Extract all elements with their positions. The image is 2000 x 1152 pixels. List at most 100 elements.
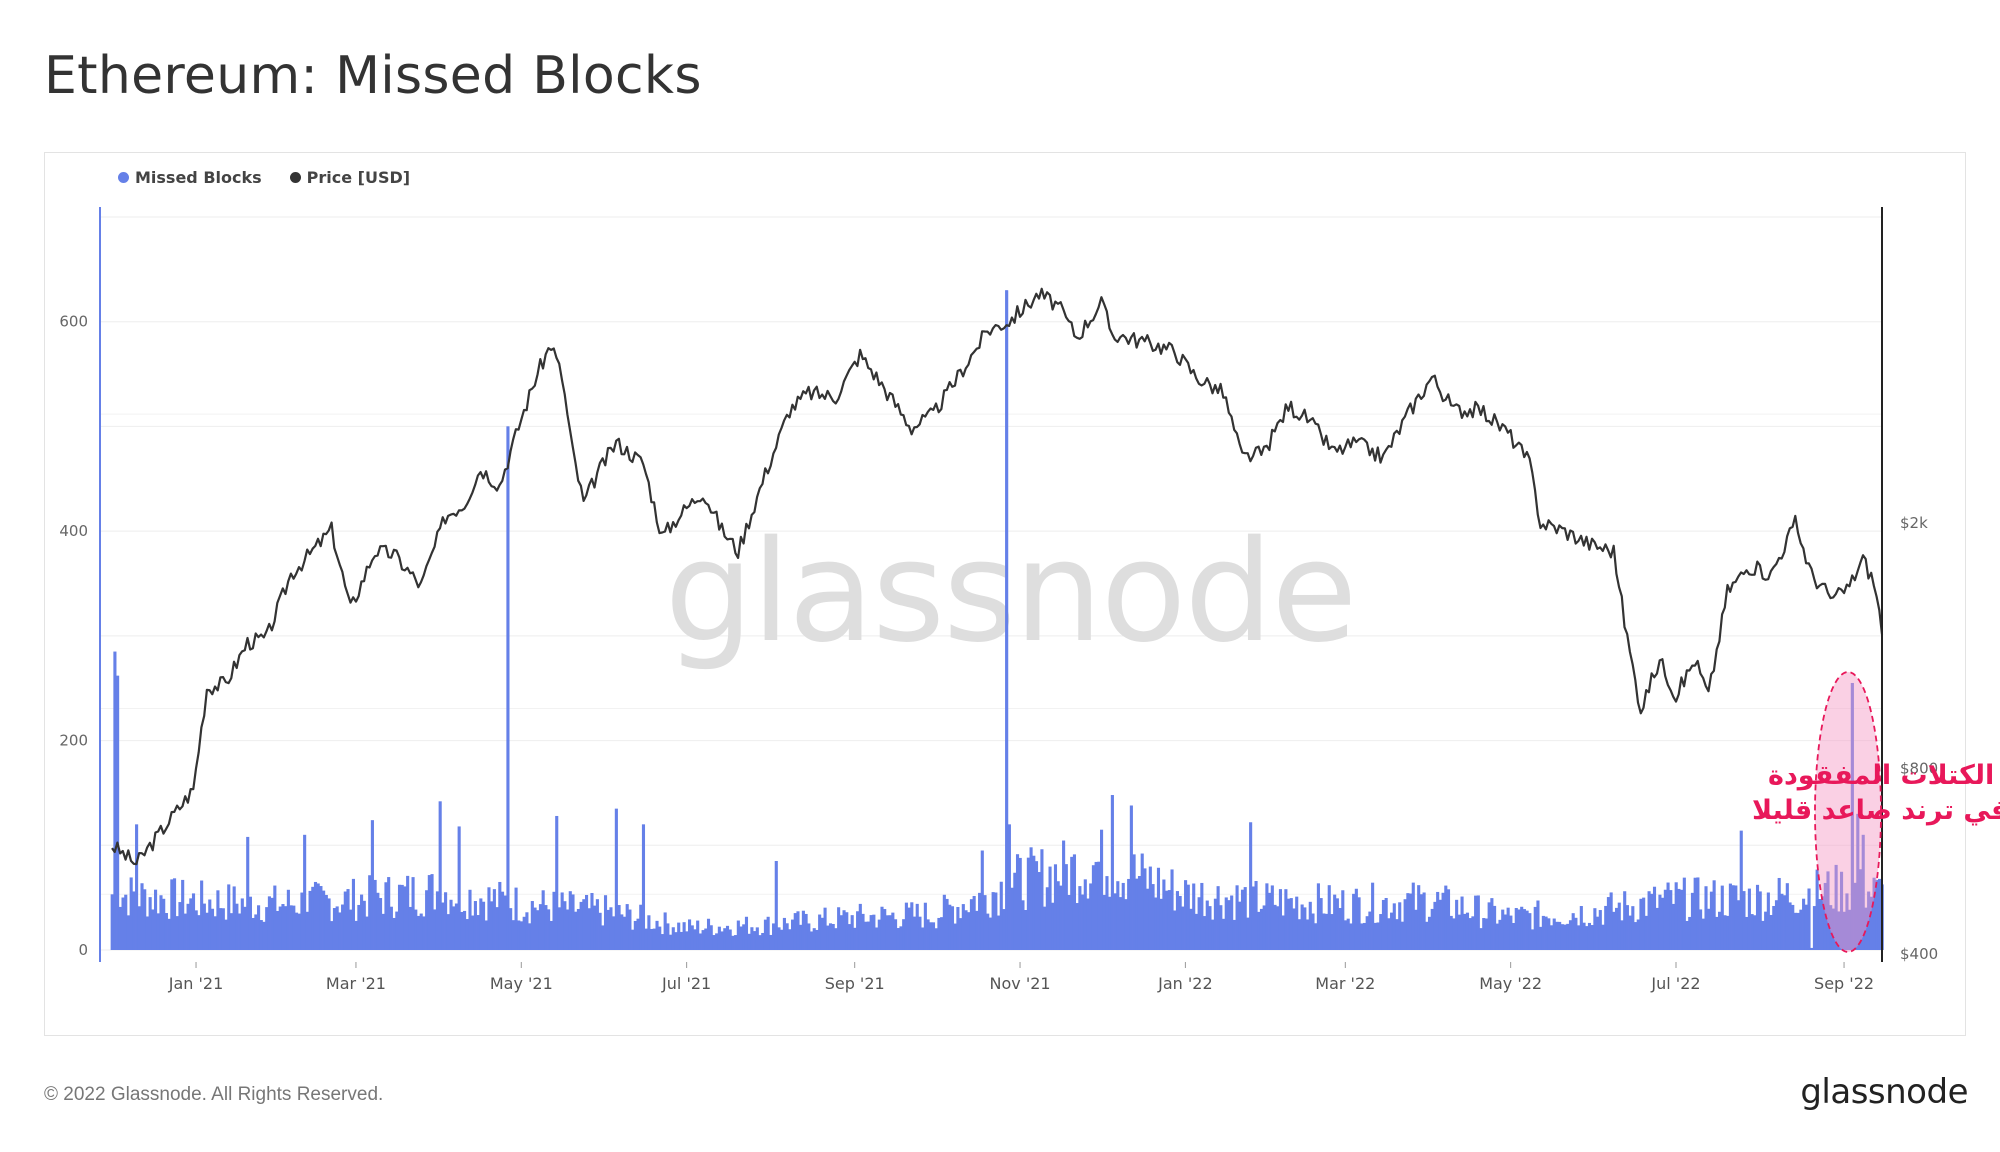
missed-block-bar	[509, 908, 513, 950]
missed-block-bar	[1406, 893, 1410, 950]
missed-block-bar	[481, 901, 486, 950]
missed-block-bar	[926, 919, 930, 950]
missed-block-bar	[774, 860, 778, 950]
missed-block-bar	[1541, 915, 1545, 950]
missed-block-bar	[655, 920, 659, 950]
legend-item-missed-blocks[interactable]: Missed Blocks	[118, 168, 262, 187]
missed-block-bar	[1633, 922, 1638, 950]
missed-block-bar	[1810, 947, 1814, 950]
missed-block-bar	[479, 898, 483, 950]
missed-block-bar	[1853, 882, 1857, 950]
missed-block-bar	[560, 892, 564, 950]
missed-block-bar	[400, 884, 404, 950]
missed-block-bar	[1663, 889, 1667, 950]
missed-block-bar	[1568, 920, 1573, 950]
missed-block-bar	[1839, 871, 1844, 950]
missed-block-bar	[1167, 890, 1171, 950]
missed-block-bar	[191, 893, 196, 950]
missed-block-bar	[1148, 866, 1152, 950]
missed-block-bar	[362, 900, 366, 950]
missed-block-bar	[1216, 886, 1220, 950]
missed-block-bar	[1783, 895, 1787, 950]
missed-block-bar	[801, 910, 805, 950]
missed-block-bar	[891, 912, 895, 950]
missed-block-bar	[961, 904, 965, 950]
missed-block-bar	[1327, 885, 1331, 950]
missed-block-bar	[1002, 909, 1006, 950]
missed-block-bar	[1742, 891, 1746, 950]
missed-block-bar	[406, 875, 410, 950]
missed-block-bar	[1549, 925, 1554, 950]
missed-block-bar	[202, 903, 206, 950]
missed-block-bar	[902, 919, 906, 950]
missed-block-bar	[1707, 908, 1711, 950]
missed-block-bar	[1867, 891, 1871, 950]
missed-block-bar	[945, 898, 949, 950]
glassnode-logo[interactable]: glassnode	[1800, 1072, 1968, 1112]
missed-block-bar	[441, 902, 445, 950]
missed-block-bar	[1422, 892, 1426, 950]
missed-block-bar	[1257, 911, 1261, 950]
missed-block-bar	[1680, 889, 1684, 950]
missed-block-bar	[1804, 904, 1808, 950]
missed-block-bar	[875, 927, 879, 950]
missed-block-bar	[129, 877, 133, 950]
missed-block-bar	[1509, 915, 1513, 950]
x-tick-label-1: Mar '21	[326, 974, 386, 993]
missed-block-bar	[140, 883, 144, 950]
missed-block-bar	[148, 897, 152, 950]
missed-block-bar	[1056, 881, 1060, 950]
missed-block-bar	[172, 878, 177, 950]
missed-block-bar	[1636, 919, 1640, 950]
missed-block-bar	[460, 911, 464, 950]
missed-block-bar	[1094, 861, 1098, 950]
missed-block-bar	[1842, 911, 1846, 950]
x-tick-label-10: Sep '22	[1814, 974, 1874, 993]
missed-block-bar	[639, 904, 643, 950]
missed-block-bar	[788, 929, 792, 950]
missed-block-bar	[200, 880, 204, 950]
missed-block-bar	[267, 896, 271, 950]
missed-block-bar	[1165, 890, 1169, 950]
missed-block-bar	[235, 903, 239, 950]
missed-block-bar	[1693, 877, 1697, 950]
missed-block-bar	[219, 908, 223, 950]
missed-block-bar	[1381, 899, 1386, 950]
missed-block-bar	[997, 915, 1001, 950]
missed-block-bar	[663, 912, 667, 950]
missed-block-bar	[1758, 891, 1762, 950]
missed-block-bar	[124, 894, 128, 950]
missed-block-bar	[246, 836, 250, 950]
missed-block-bar	[332, 908, 337, 950]
missed-block-bar	[601, 925, 605, 950]
missed-block-bar	[1140, 853, 1144, 950]
missed-block-bar	[942, 894, 946, 950]
missed-block-bar	[910, 902, 914, 950]
legend-item-price[interactable]: Price [USD]	[289, 168, 410, 187]
missed-block-bar	[414, 909, 418, 950]
missed-block-bar	[1493, 905, 1497, 950]
missed-block-bar	[1419, 894, 1423, 950]
missed-block-bar	[1414, 909, 1418, 950]
missed-block-bar	[351, 878, 355, 950]
missed-block-bar	[533, 907, 537, 950]
missed-block-bar	[368, 875, 372, 950]
missed-block-bar	[1869, 896, 1873, 950]
missed-block-bar	[1525, 910, 1529, 950]
missed-block-bar	[1747, 888, 1751, 950]
missed-block-bar	[812, 928, 816, 950]
missed-block-bar	[1417, 885, 1421, 950]
missed-block-bar	[894, 919, 898, 950]
missed-block-bar	[1324, 913, 1329, 950]
missed-block-bar	[715, 933, 719, 950]
missed-block-bar	[1671, 903, 1676, 950]
missed-block-bar	[316, 883, 320, 950]
missed-block-bar	[164, 913, 168, 950]
missed-block-bar	[858, 903, 862, 950]
missed-block-bar	[1259, 908, 1264, 950]
missed-block-bar	[701, 930, 705, 950]
missed-block-bar	[1761, 920, 1765, 950]
missed-block-bar	[842, 910, 846, 950]
x-tick-label-7: Mar '22	[1315, 974, 1375, 993]
missed-block-bar	[151, 909, 155, 950]
